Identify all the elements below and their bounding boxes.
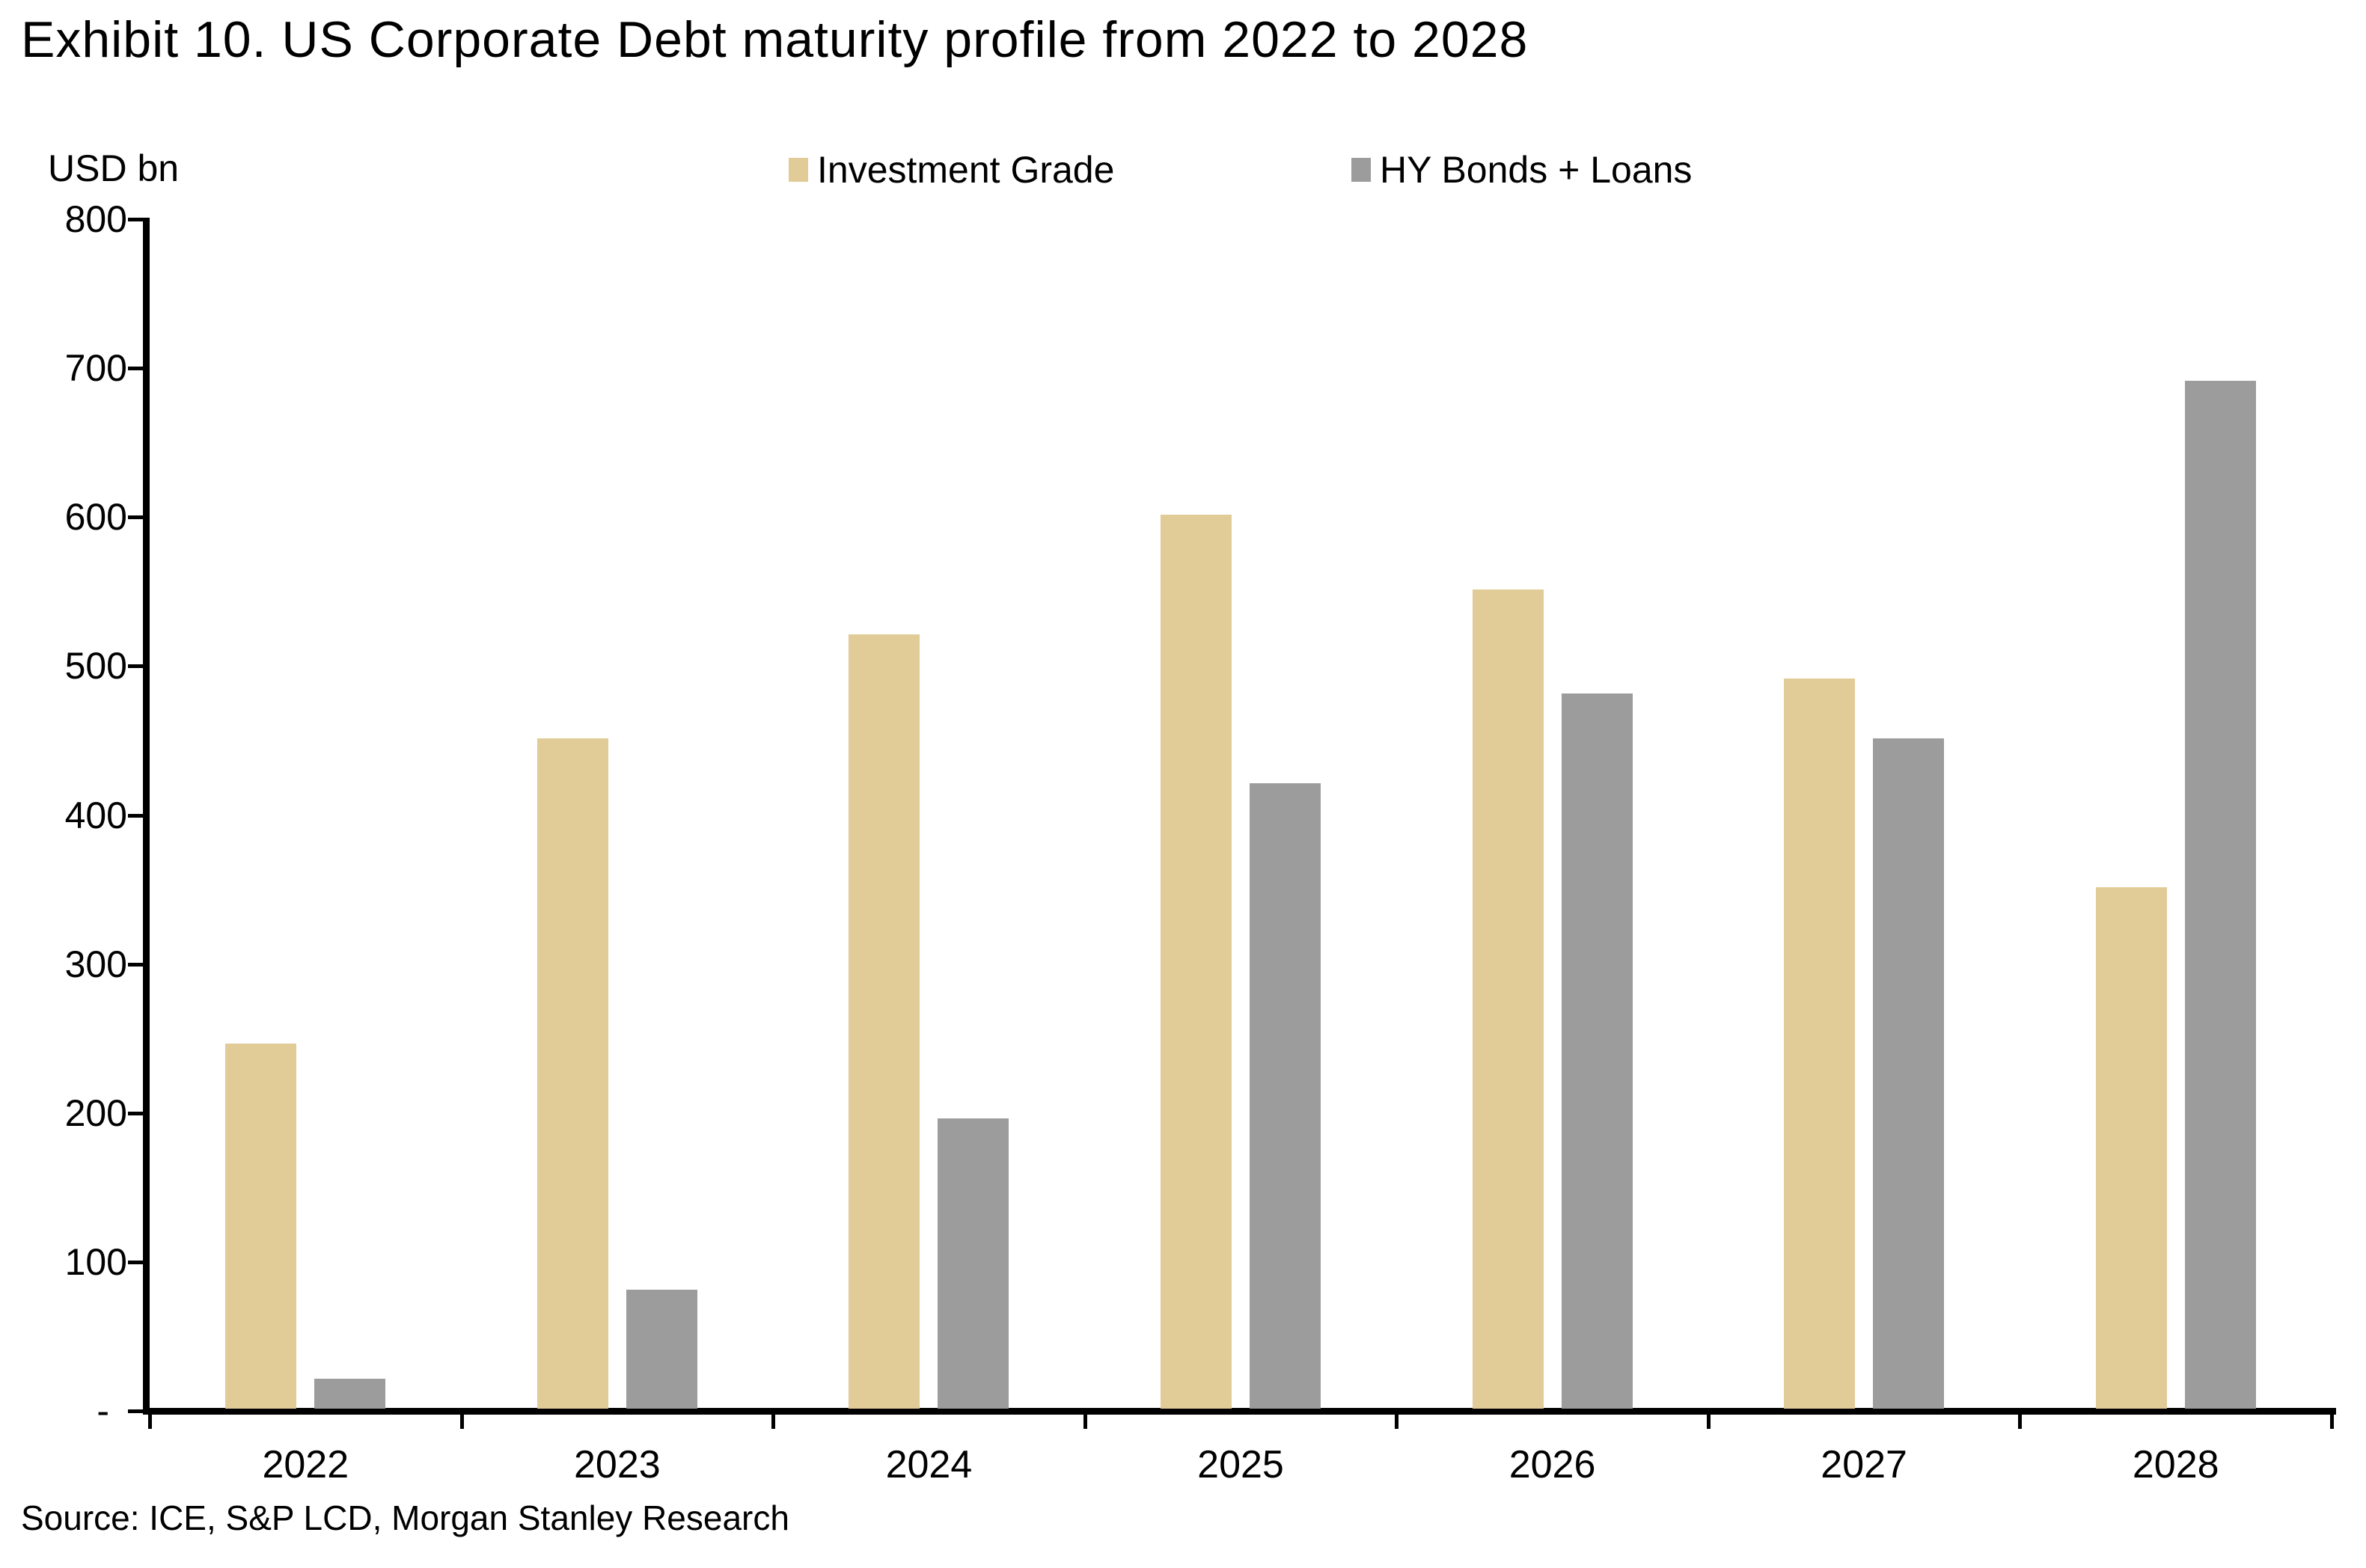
y-tick-600 [128,515,143,520]
y-tick-label-400: 400 [64,794,127,836]
legend-label-hy-bonds-loans: HY Bonds + Loans [1380,149,1693,191]
x-axis-label-2028: 2028 [2132,1443,2219,1486]
bar-hy-bonds-loans-2026 [1561,693,1633,1409]
legend-label-investment-grade: Investment Grade [817,149,1115,191]
source-note: Source: ICE, S&P LCD, Morgan Stanley Res… [21,1498,789,1537]
x-tick-6 [2018,1414,2023,1429]
x-tick-5 [1706,1414,1711,1429]
x-axis-label-2023: 2023 [574,1443,661,1486]
legend-item-investment-grade: Investment Grade [789,149,1115,191]
bar-investment-grade-2022 [225,1044,297,1409]
bar-hy-bonds-loans-2022 [314,1379,386,1409]
y-tick-300 [128,962,143,967]
x-axis-label-2026: 2026 [1508,1443,1596,1486]
y-tick-800 [128,218,143,221]
legend-item-hy-bonds-loans: HY Bonds + Loans [1351,149,1693,191]
y-tick-400 [128,813,143,818]
chart-legend: Investment Grade HY Bonds + Loans [0,150,2366,195]
bar-investment-grade-2028 [2095,887,2167,1409]
y-axis-line [143,218,150,1415]
x-tick-7 [2330,1414,2334,1429]
x-axis-label-2022: 2022 [262,1443,349,1486]
legend-swatch-investment-grade-icon [789,158,808,182]
y-tick-100 [128,1260,143,1264]
x-tick-0 [148,1414,152,1429]
y-tick-label-800: 800 [64,198,127,240]
bar-hy-bonds-loans-2027 [1873,738,1945,1409]
y-tick-label-100: 100 [64,1240,127,1283]
bar-investment-grade-2023 [537,738,608,1409]
bar-hy-bonds-loans-2025 [1250,783,1321,1409]
y-tick-label-0: - [97,1390,109,1432]
y-tick-500 [128,664,143,669]
y-tick-label-300: 300 [64,943,127,985]
legend-swatch-hy-bonds-loans-icon [1351,158,1371,182]
bar-hy-bonds-loans-2023 [626,1289,697,1409]
y-tick-0 [128,1409,143,1413]
x-tick-1 [459,1414,464,1429]
bar-investment-grade-2025 [1161,515,1232,1409]
y-tick-label-200: 200 [64,1091,127,1134]
x-axis-label-2025: 2025 [1197,1443,1284,1486]
y-tick-label-700: 700 [64,347,127,390]
x-axis-line [143,1408,2336,1415]
bar-hy-bonds-loans-2028 [2184,381,2256,1409]
bar-investment-grade-2024 [849,634,920,1409]
chart-title: Exhibit 10. US Corporate Debt maturity p… [21,11,1529,68]
x-axis-label-2027: 2027 [1821,1443,1907,1486]
x-tick-3 [1083,1414,1087,1429]
bar-hy-bonds-loans-2024 [938,1118,1009,1409]
y-tick-label-500: 500 [64,645,127,687]
y-tick-200 [128,1111,143,1115]
x-tick-2 [771,1414,776,1429]
bar-investment-grade-2027 [1784,679,1856,1409]
y-tick-label-600: 600 [64,496,127,539]
y-axis-unit-label: USD bn [48,147,180,189]
x-axis-label-2024: 2024 [885,1443,973,1486]
bar-investment-grade-2026 [1472,589,1544,1409]
y-tick-700 [128,367,143,371]
x-tick-4 [1395,1414,1399,1429]
